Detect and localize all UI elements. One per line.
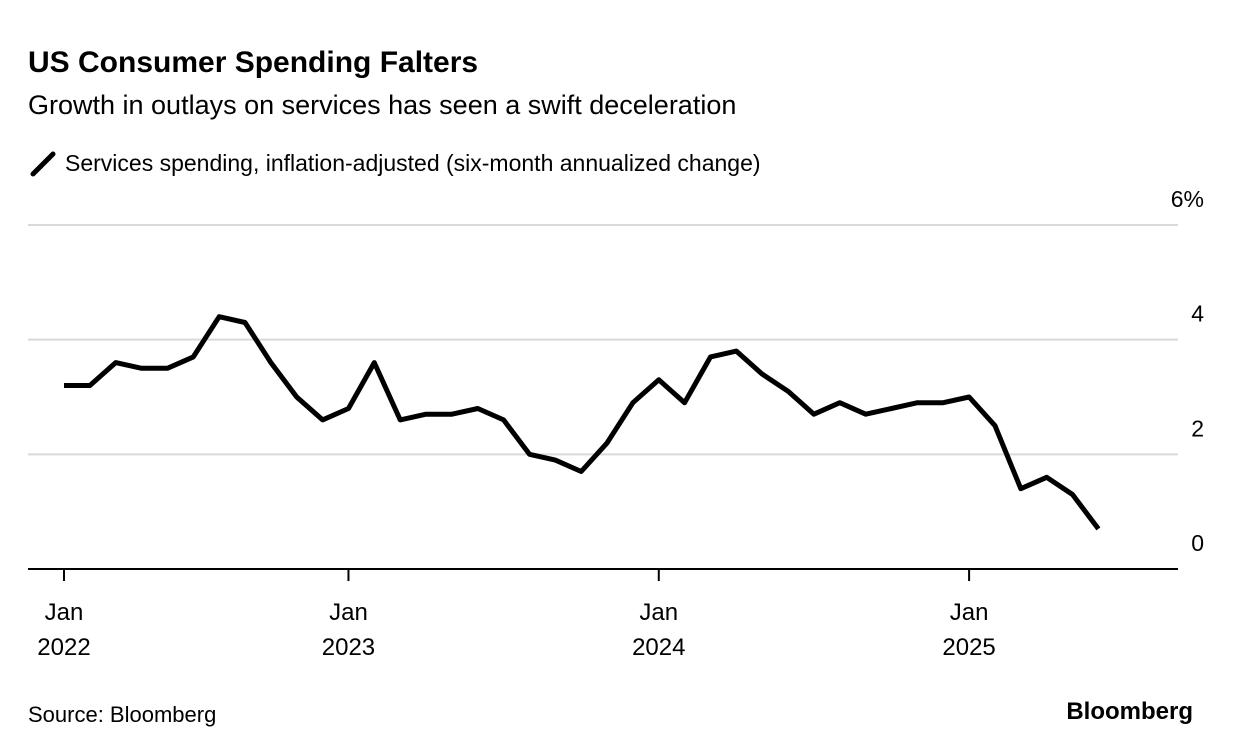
legend-label: Services spending, inflation-adjusted (s…	[65, 150, 761, 176]
x-tick-label: Jan 2025	[942, 599, 995, 661]
y-tick-label: 4	[1191, 301, 1204, 327]
y-tick-label: 6%	[1171, 186, 1204, 212]
brand-logo: Bloomberg	[1066, 698, 1193, 725]
chart-subtitle: Growth in outlays on services has seen a…	[28, 90, 736, 120]
source-note: Source: Bloomberg	[28, 702, 216, 727]
x-tick-label: Jan 2023	[322, 599, 375, 661]
chart-title: US Consumer Spending Falters	[28, 46, 478, 79]
x-tick-label: Jan 2024	[632, 599, 685, 661]
legend-swatch	[30, 151, 56, 177]
data-line	[64, 314, 1101, 531]
x-tick-label: Jan 2022	[37, 599, 90, 661]
y-tick-label: 0	[1191, 530, 1204, 556]
y-tick-label: 2	[1191, 415, 1204, 441]
